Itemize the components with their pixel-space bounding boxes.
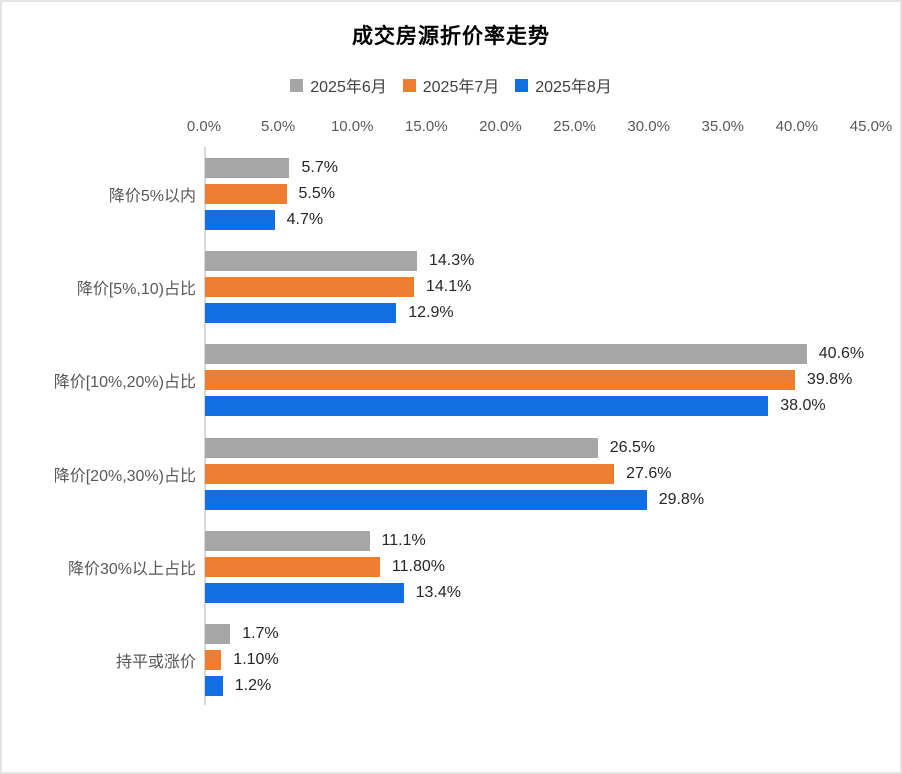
bar-2025年7月 xyxy=(205,650,222,671)
bar-row: 29.8% xyxy=(205,489,902,510)
data-label: 27.6% xyxy=(626,464,672,482)
category-label: 持平或涨价 xyxy=(115,654,196,672)
category-label: 降价30%以上占比 xyxy=(67,560,196,578)
bar-2025年8月 xyxy=(205,676,223,697)
legend-label: 2025年8月 xyxy=(535,79,612,96)
data-label: 11.80% xyxy=(391,557,445,575)
x-axis-tick-label: 20.0% xyxy=(479,118,522,135)
x-axis-tick-label: 0.0% xyxy=(186,118,222,135)
bar-2025年7月 xyxy=(205,463,615,484)
x-axis-tick-label: 40.0% xyxy=(775,118,819,135)
bar-group: 降价[10%,20%)占比 40.6% 39.8% 38.0% xyxy=(2,334,902,427)
bar-2025年7月 xyxy=(205,183,287,204)
bar-row: 14.3% xyxy=(205,250,902,271)
bar-row: 1.7% xyxy=(205,624,902,645)
data-label: 26.5% xyxy=(609,438,656,456)
legend-swatch-icon xyxy=(290,78,304,92)
bar-2025年6月 xyxy=(205,157,290,178)
legend-label: 2025年7月 xyxy=(422,79,500,96)
bar-row: 4.7% xyxy=(205,209,902,230)
bar-2025年6月 xyxy=(205,624,231,645)
bar-2025年8月 xyxy=(205,209,275,230)
legend-swatch-icon xyxy=(402,78,416,92)
data-label: 14.1% xyxy=(425,277,472,295)
bar-row: 26.5% xyxy=(205,437,902,458)
legend-swatch-icon xyxy=(515,78,529,92)
x-axis-tick-label: 15.0% xyxy=(405,118,448,135)
bar-row: 1.2% xyxy=(205,676,902,697)
bar-row: 38.0% xyxy=(205,396,902,417)
bar-row: 39.8% xyxy=(205,370,902,391)
legend-label: 2025年6月 xyxy=(310,79,387,96)
data-label: 13.4% xyxy=(415,583,461,601)
data-label: 4.7% xyxy=(286,210,324,228)
category-label: 降价[20%,30%)占比 xyxy=(53,467,196,485)
bar-2025年6月 xyxy=(205,530,370,551)
bar-row: 12.9% xyxy=(205,302,902,323)
bar-row: 1.10% xyxy=(205,650,902,671)
bar-2025年6月 xyxy=(205,250,417,271)
bar-2025年7月 xyxy=(205,556,380,577)
data-label: 11.1% xyxy=(381,531,426,549)
bar-2025年7月 xyxy=(205,370,795,391)
x-axis-tick-label: 10.0% xyxy=(330,118,374,135)
data-label: 14.3% xyxy=(428,251,475,269)
bar-2025年8月 xyxy=(205,302,397,323)
x-axis: 0.0% 5.0% 10.0% 15.0% 20.0% 25.0% 30.0% 35.0% 40… xyxy=(2,118,900,138)
bar-row: 11.1% xyxy=(205,530,902,551)
bar-row: 27.6% xyxy=(205,463,902,484)
legend-item: 2025年8月 xyxy=(515,73,612,97)
x-axis-tick-label: 35.0% xyxy=(701,118,745,135)
category-label: 降价5%以内 xyxy=(108,187,196,205)
data-label: 1.2% xyxy=(234,677,272,695)
data-label: 1.10% xyxy=(233,651,279,669)
bar-2025年8月 xyxy=(205,396,769,417)
data-label: 39.8% xyxy=(806,371,853,389)
bar-2025年6月 xyxy=(205,344,807,365)
bar-row: 13.4% xyxy=(205,582,902,603)
bar-2025年7月 xyxy=(205,276,414,297)
bar-2025年8月 xyxy=(205,582,404,603)
bar-row: 14.1% xyxy=(205,276,902,297)
bar-row: 40.6% xyxy=(205,344,902,365)
bar-row: 5.7% xyxy=(205,157,902,178)
y-axis-line xyxy=(204,147,206,705)
bar-group: 降价[5%,10)占比 14.3% 14.1% 12.9% xyxy=(2,240,902,333)
category-label: 降价[5%,10)占比 xyxy=(76,280,196,298)
bar-row: 5.5% xyxy=(205,183,902,204)
data-label: 5.7% xyxy=(301,158,338,176)
bar-row: 11.80% xyxy=(205,556,902,577)
x-axis-tick-label: 45.0% xyxy=(849,118,893,135)
bar-group: 降价5%以内 5.7% 5.5% 4.7% xyxy=(2,147,902,240)
data-label: 1.7% xyxy=(242,625,279,643)
legend-item: 2025年7月 xyxy=(402,73,500,97)
x-axis-tick-label: 30.0% xyxy=(627,118,670,135)
data-label: 29.8% xyxy=(658,490,705,508)
bar-group: 降价[20%,30%)占比 26.5% 27.6% 29.8% xyxy=(2,427,902,520)
bar-2025年8月 xyxy=(205,489,647,510)
bar-group: 持平或涨价 1.7% 1.10% 1.2% xyxy=(2,614,902,707)
data-label: 5.5% xyxy=(298,184,335,202)
x-axis-tick-label: 5.0% xyxy=(261,118,296,135)
data-label: 40.6% xyxy=(818,345,865,363)
bar-2025年6月 xyxy=(205,437,598,458)
x-axis-tick-label: 25.0% xyxy=(553,118,596,135)
data-label: 38.0% xyxy=(780,397,826,415)
bar-group: 降价30%以上占比 11.1% 11.80% 13.4% xyxy=(2,520,902,613)
category-label: 降价[10%,20%)占比 xyxy=(53,374,196,392)
plot-area: 降价5%以内 5.7% 5.5% 4.7% 降价[5%,10)占比 14.3% 14.1% 1… xyxy=(2,147,902,707)
chart-title: 成交房源折价率走势 xyxy=(352,25,550,48)
chart-legend: 2025年6月 2025年7月 2025年8月 xyxy=(2,73,900,97)
legend-item: 2025年6月 xyxy=(290,73,387,97)
data-label: 12.9% xyxy=(408,303,454,321)
